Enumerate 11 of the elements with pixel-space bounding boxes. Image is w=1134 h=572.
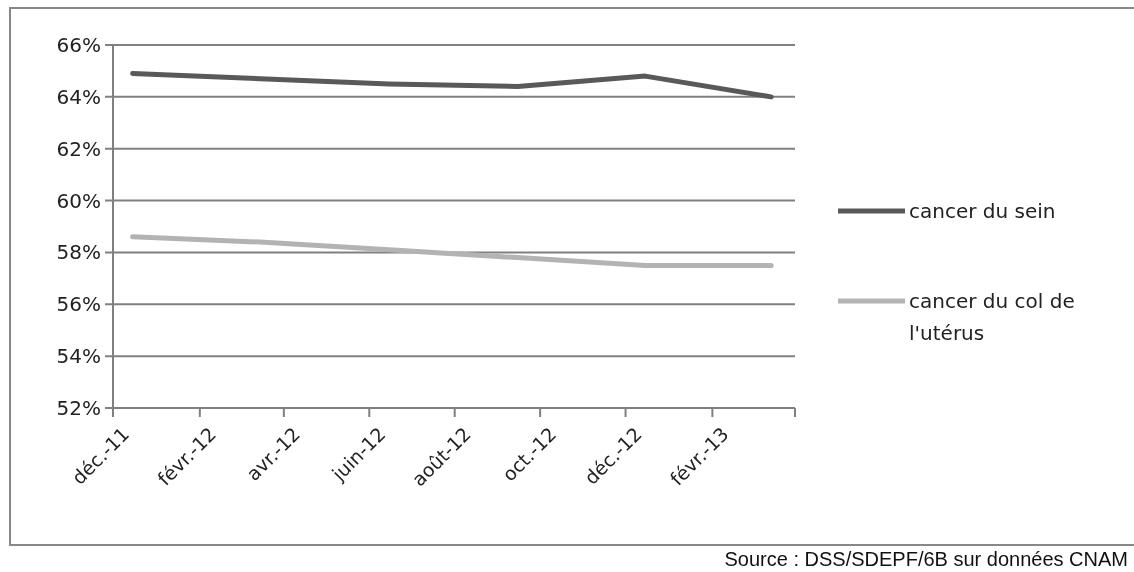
y-tick-label: 56%: [56, 292, 101, 317]
y-tick-label: 64%: [56, 84, 101, 109]
y-tick-label: 58%: [56, 240, 101, 265]
source-note: Source : DSS/SDEPF/6B sur données CNAM: [724, 548, 1128, 570]
y-tick-label: 52%: [56, 396, 101, 420]
y-tick-label: 62%: [56, 136, 101, 161]
legend-label: cancer du col de l'utérus: [909, 289, 1075, 345]
legend-label: cancer du sein: [909, 199, 1056, 223]
y-tick-label: 54%: [56, 344, 101, 369]
y-tick-label: 60%: [56, 188, 101, 213]
y-tick-label: 66%: [56, 33, 101, 57]
